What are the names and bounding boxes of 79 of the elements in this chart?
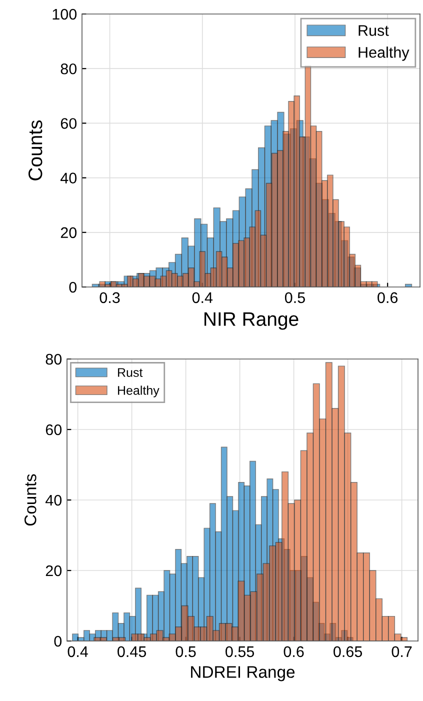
- bar: [206, 616, 214, 641]
- y-tick-label: 100: [52, 8, 77, 20]
- legend-label: Rust: [358, 25, 389, 36]
- bar: [300, 450, 308, 641]
- bar: [188, 268, 194, 287]
- bar: [332, 408, 339, 641]
- bar: [256, 574, 264, 641]
- bar: [254, 210, 262, 287]
- x-tick-label: 0.65: [334, 646, 362, 658]
- bar: [244, 238, 250, 287]
- bar: [338, 366, 345, 641]
- bar: [388, 616, 396, 641]
- y-tick-label: 60: [60, 118, 77, 129]
- bar: [194, 281, 200, 287]
- bar: [294, 500, 302, 641]
- bar: [312, 383, 320, 641]
- bar: [156, 630, 164, 641]
- y-tick-label: 0: [54, 636, 62, 647]
- bar: [316, 131, 322, 287]
- bar: [344, 432, 352, 641]
- bar: [306, 432, 314, 641]
- bar: [99, 281, 106, 287]
- bar: [354, 264, 362, 287]
- y-tick-label: 40: [60, 172, 77, 184]
- x-tick-label: 0.6: [284, 646, 304, 658]
- bar: [100, 637, 107, 641]
- bar: [127, 276, 134, 287]
- bar: [131, 634, 138, 641]
- bar: [294, 96, 300, 287]
- bar: [356, 552, 364, 641]
- y-tick-label: 60: [46, 424, 62, 436]
- bar: [199, 251, 206, 287]
- bar: [212, 630, 220, 641]
- bar: [327, 174, 334, 287]
- y-axis-title: Counts: [28, 120, 42, 180]
- bar: [181, 605, 188, 641]
- bar: [175, 626, 182, 641]
- bar: [371, 281, 378, 287]
- y-tick-label: 40: [46, 494, 62, 506]
- x-tick-label: 0.6: [378, 292, 398, 304]
- bar: [238, 580, 245, 641]
- bar: [188, 616, 195, 641]
- legend-label: Healthy: [358, 46, 410, 61]
- bar: [319, 418, 326, 641]
- bar: [72, 634, 79, 641]
- x-tick-label: 0.3: [100, 292, 120, 304]
- x-tick-label: 0.4: [68, 646, 88, 658]
- bar: [84, 630, 90, 641]
- x-axis-title: NIR Range: [204, 312, 298, 330]
- bar: [200, 626, 208, 641]
- y-tick-label: 80: [46, 354, 62, 365]
- bar: [269, 545, 276, 641]
- x-tick-label: 0.7: [392, 646, 412, 658]
- x-tick-label: 0.4: [192, 292, 213, 304]
- y-tick-label: 20: [46, 565, 62, 576]
- y-tick-label: 20: [60, 227, 77, 238]
- x-tick-label: 0.5: [284, 292, 305, 304]
- legend-label: Rust: [118, 368, 143, 377]
- legend-label: Healthy: [118, 386, 160, 398]
- bar: [225, 623, 232, 641]
- x-axis-title: NDREI Range: [191, 666, 295, 682]
- x-tick-label: 0.45: [118, 646, 146, 658]
- bar: [350, 482, 358, 641]
- x-tick-label: 0.5: [176, 646, 196, 658]
- bar: [221, 256, 228, 287]
- y-tick-label: 0: [69, 282, 77, 293]
- bar: [344, 226, 350, 287]
- y-axis-title: Counts: [24, 474, 36, 526]
- bar: [244, 594, 251, 641]
- bar: [332, 199, 339, 287]
- y-tick-label: 80: [60, 63, 77, 74]
- bar: [363, 552, 370, 641]
- bar: [400, 637, 408, 641]
- x-tick-label: 0.55: [226, 646, 254, 658]
- bar: [288, 503, 295, 641]
- bar: [118, 637, 126, 641]
- bar: [138, 634, 144, 641]
- bar: [376, 598, 382, 641]
- bar: [282, 471, 289, 641]
